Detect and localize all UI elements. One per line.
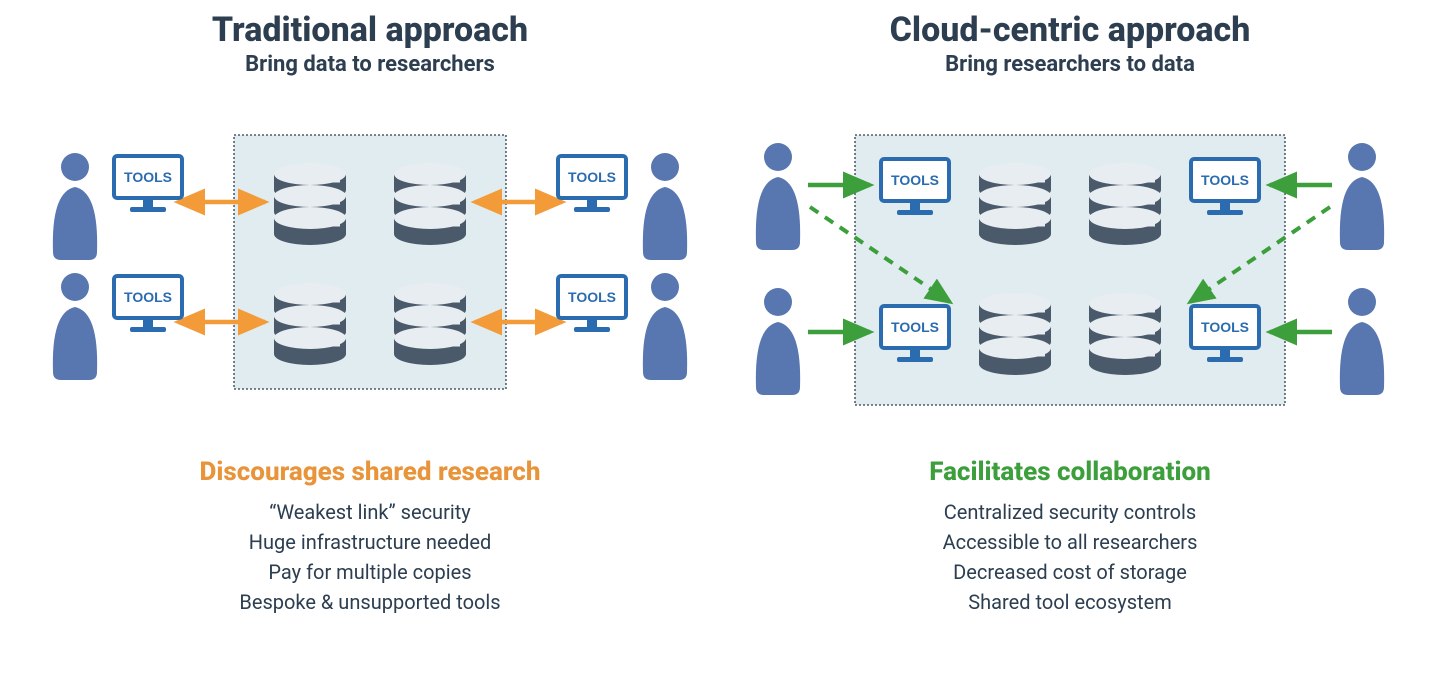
bullet: Decreased cost of storage <box>720 557 1420 587</box>
traditional-panel: Traditional approach Bring data to resea… <box>20 10 720 617</box>
person-icon <box>756 143 800 250</box>
person-icon <box>53 273 97 380</box>
bullet: Accessible to all researchers <box>720 527 1420 557</box>
database-icon <box>274 163 346 245</box>
database-icon <box>394 163 466 245</box>
cloud-bullets: Centralized security controls Accessible… <box>720 497 1420 617</box>
cloud-tagline: Facilitates collaboration <box>720 457 1420 487</box>
database-icon <box>274 283 346 365</box>
person-icon <box>643 153 687 260</box>
database-icon <box>979 293 1051 375</box>
cloud-subtitle: Bring researchers to data <box>720 52 1420 77</box>
person-icon <box>756 288 800 395</box>
cloud-title: Cloud-centric approach <box>720 10 1420 50</box>
tools-icon <box>114 156 182 212</box>
bullet: Bespoke & unsupported tools <box>20 587 720 617</box>
person-icon <box>1340 288 1384 395</box>
traditional-subtitle: Bring data to researchers <box>20 52 720 77</box>
database-icon <box>1089 163 1161 245</box>
tools-icon <box>558 156 626 212</box>
traditional-diagram: TOOLS <box>40 107 700 427</box>
bullet: Centralized security controls <box>720 497 1420 527</box>
person-icon <box>53 153 97 260</box>
person-icon <box>1340 143 1384 250</box>
database-icon <box>394 283 466 365</box>
bullet: Shared tool ecosystem <box>720 587 1420 617</box>
traditional-tagline: Discourages shared research <box>20 457 720 487</box>
traditional-bullets: “Weakest link” security Huge infrastruct… <box>20 497 720 617</box>
bullet: “Weakest link” security <box>20 497 720 527</box>
traditional-title: Traditional approach <box>20 10 720 50</box>
database-icon <box>1089 293 1161 375</box>
bullet: Huge infrastructure needed <box>20 527 720 557</box>
bullet: Pay for multiple copies <box>20 557 720 587</box>
cloud-panel: Cloud-centric approach Bring researchers… <box>720 10 1420 617</box>
cloud-diagram <box>740 107 1400 427</box>
database-icon <box>979 163 1051 245</box>
person-icon <box>643 273 687 380</box>
tools-icon <box>558 276 626 332</box>
tools-icon <box>114 276 182 332</box>
